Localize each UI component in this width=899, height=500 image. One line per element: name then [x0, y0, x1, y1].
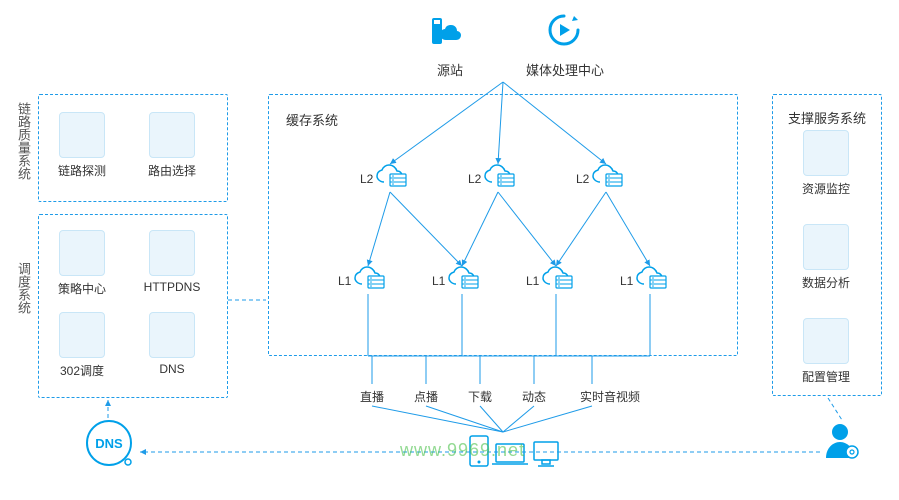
card-httpdns: HTTPDNS: [142, 230, 202, 294]
node-label: L1: [432, 274, 445, 288]
cache-title: 缓存系统: [286, 110, 338, 129]
support-label: 配置管理: [796, 368, 856, 385]
card-sliders: DNS: [142, 312, 202, 376]
service-label: 动态: [522, 388, 546, 405]
card-302: 302调度: [52, 312, 112, 379]
card-label: HTTPDNS: [142, 280, 202, 294]
service-label: 下载: [468, 388, 492, 405]
card-label: 302调度: [52, 362, 112, 379]
card-label: 策略中心: [52, 280, 112, 297]
node-label: L1: [620, 274, 633, 288]
service-label: 点播: [414, 388, 438, 405]
dispatch-title: 调度系统: [14, 262, 33, 314]
dns-circle: DNS: [86, 420, 132, 466]
card-link-search: 链路探测: [52, 112, 112, 179]
node-label: L1: [338, 274, 351, 288]
support-config: 配置管理: [796, 318, 856, 385]
node-label: L2: [576, 172, 589, 186]
link-quality-title: 链路质量系统: [14, 102, 33, 180]
media-center-label: 媒体处理中心: [520, 60, 610, 79]
service-label: 直播: [360, 388, 384, 405]
card-label: 路由选择: [142, 162, 202, 179]
node-label: L2: [360, 172, 373, 186]
node-label: L1: [526, 274, 539, 288]
card-route: 路由选择: [142, 112, 202, 179]
cache-box: [268, 94, 738, 356]
service-label: 实时音视频: [580, 388, 640, 405]
card-label: DNS: [142, 362, 202, 376]
origin-label: 源站: [430, 60, 470, 79]
watermark: www.9969.net: [400, 440, 525, 461]
card-cloud-sync: 策略中心: [52, 230, 112, 297]
support-label: 资源监控: [796, 180, 856, 197]
support-title: 支撑服务系统: [788, 108, 866, 127]
support-label: 数据分析: [796, 274, 856, 291]
support-eye: 资源监控: [796, 130, 856, 197]
node-label: L2: [468, 172, 481, 186]
dns-circle-label: DNS: [95, 436, 122, 451]
support-chart: 数据分析: [796, 224, 856, 291]
card-label: 链路探测: [52, 162, 112, 179]
